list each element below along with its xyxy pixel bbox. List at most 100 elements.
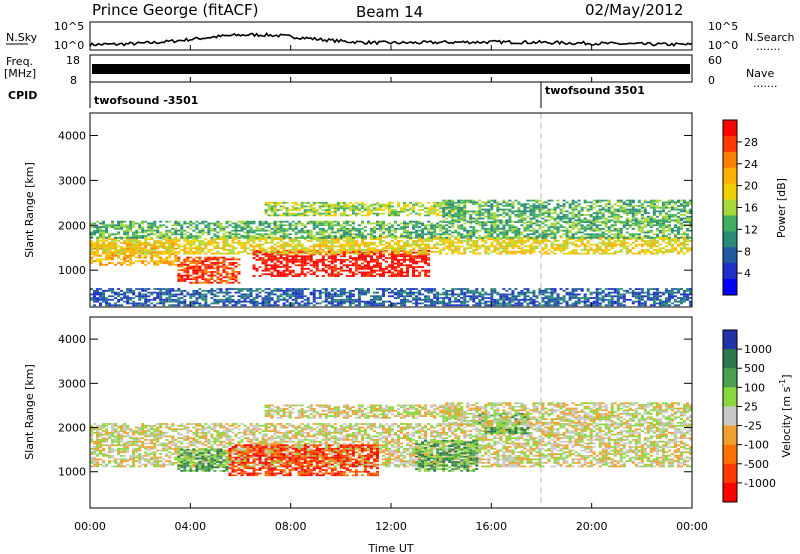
- power-cell-551: [285, 264, 289, 267]
- power-cell-3555: [670, 231, 674, 234]
- power-cell-3684: [312, 209, 316, 211]
- power-cell-2151: [604, 243, 608, 246]
- power-cell-2596: [219, 227, 223, 230]
- power-cell-4364: [598, 215, 602, 218]
- power-cell-3553: [667, 226, 671, 228]
- power-cell-3714: [327, 205, 331, 208]
- power-cell-586: [297, 275, 301, 277]
- power-cell-1600: [348, 241, 352, 244]
- power-cell-4000: [460, 214, 464, 216]
- power-cell-4170: [523, 208, 527, 211]
- power-cell-2300: [673, 236, 677, 239]
- power-cell-3969: [448, 199, 452, 202]
- power-cell-1306: [219, 247, 223, 250]
- power-cell-4397: [610, 215, 614, 218]
- power-cell-3892: [436, 214, 440, 217]
- power-cell-4366: [598, 210, 602, 213]
- power-cell-4506: [649, 217, 653, 220]
- power-cell-4281: [565, 201, 569, 204]
- power-cell-2504: [171, 231, 175, 234]
- power-cell-3977: [451, 205, 455, 207]
- power-cell-4065: [484, 203, 488, 206]
- power-cell-1611: [351, 238, 355, 241]
- power-cell-4483: [640, 214, 644, 216]
- power-cell-572: [291, 260, 295, 263]
- power-cell-445: [252, 266, 256, 268]
- power-cell-3129: [466, 220, 470, 223]
- power-cell-1126: [138, 250, 142, 253]
- power-cell-3226: [511, 227, 515, 230]
- power-cell-574: [291, 257, 295, 259]
- power-cell-261: [186, 278, 190, 281]
- power-cell-4259: [556, 199, 560, 202]
- power-cell-3827: [391, 201, 395, 204]
- power-cell-2909: [357, 231, 361, 234]
- power-cell-277: [189, 265, 193, 268]
- power-cell-4565: [667, 206, 671, 209]
- power-cell-1275: [204, 247, 208, 250]
- power-cell-1219: [183, 250, 187, 253]
- power-cell-2678: [255, 226, 259, 228]
- power-cell-2673: [252, 220, 256, 223]
- power-cell-4762: [150, 291, 154, 294]
- power-cell-3303: [550, 236, 554, 239]
- power-cell-3223: [511, 236, 515, 239]
- power-cell-2439: [138, 226, 142, 228]
- power-cell-1238: [189, 247, 193, 250]
- power-cell-2854: [333, 231, 337, 234]
- power-cell-1556: [330, 240, 334, 242]
- power-cell-4222: [541, 206, 545, 209]
- power-cell-3604: [267, 203, 271, 206]
- power-cell-2861: [336, 224, 340, 227]
- power-cell-571: [291, 262, 295, 265]
- power-cell-2695: [264, 229, 268, 232]
- power-cell-1534: [324, 250, 328, 253]
- power-cell-999: [424, 275, 428, 277]
- power-cell-1286: [210, 249, 214, 251]
- power-cell-4454: [631, 219, 635, 222]
- power-cell-793: [363, 271, 367, 274]
- power-cell-235: [177, 274, 181, 277]
- power-cell-3664: [300, 201, 304, 204]
- power-cell-241: [177, 258, 181, 261]
- power-cell-853: [378, 264, 382, 267]
- power-cell-2918: [360, 222, 364, 225]
- power-cell-2341: [93, 226, 97, 228]
- power-cell-2900: [351, 222, 355, 225]
- power-cell-2702: [267, 229, 271, 232]
- power-cell-2782: [303, 226, 307, 228]
- power-cell-4907: [219, 289, 223, 292]
- power-cell-4108: [499, 208, 503, 211]
- power-cell-2847: [330, 227, 334, 230]
- power-cell-3908: [442, 201, 446, 204]
- power-cell-1296: [213, 238, 217, 241]
- power-cell-1695: [394, 249, 398, 251]
- power-cell-88: [123, 256, 127, 259]
- power-cell-3644: [291, 209, 295, 211]
- power-cell-1482: [300, 249, 304, 251]
- power-cell-313: [198, 260, 202, 263]
- power-cell-2450: [144, 236, 148, 239]
- power-cell-2875: [342, 229, 346, 232]
- power-cell-2183: [619, 243, 623, 246]
- power-cell-4082: [490, 208, 494, 211]
- power-cell-401: [225, 281, 229, 284]
- power-cell-1893: [484, 247, 488, 250]
- power-cell-2479: [156, 229, 160, 232]
- power-cell-83: [120, 247, 124, 250]
- power-cell-1519: [318, 245, 322, 248]
- power-cell-480: [264, 255, 268, 258]
- power-cell-1196: [171, 249, 175, 251]
- power-cell-2729: [279, 229, 283, 232]
- power-cell-871: [384, 266, 388, 268]
- power-cell-2446: [141, 227, 145, 230]
- power-cell-366: [213, 262, 217, 264]
- power-cell-339: [207, 280, 211, 282]
- power-cell-1018: [427, 249, 431, 252]
- power-cell-1184: [165, 238, 169, 241]
- power-cell-3105: [454, 220, 458, 223]
- power-cell-4849: [192, 302, 196, 305]
- power-cell-1177: [162, 238, 166, 241]
- power-cell-4502: [646, 205, 650, 207]
- power-cell-2210: [634, 245, 638, 248]
